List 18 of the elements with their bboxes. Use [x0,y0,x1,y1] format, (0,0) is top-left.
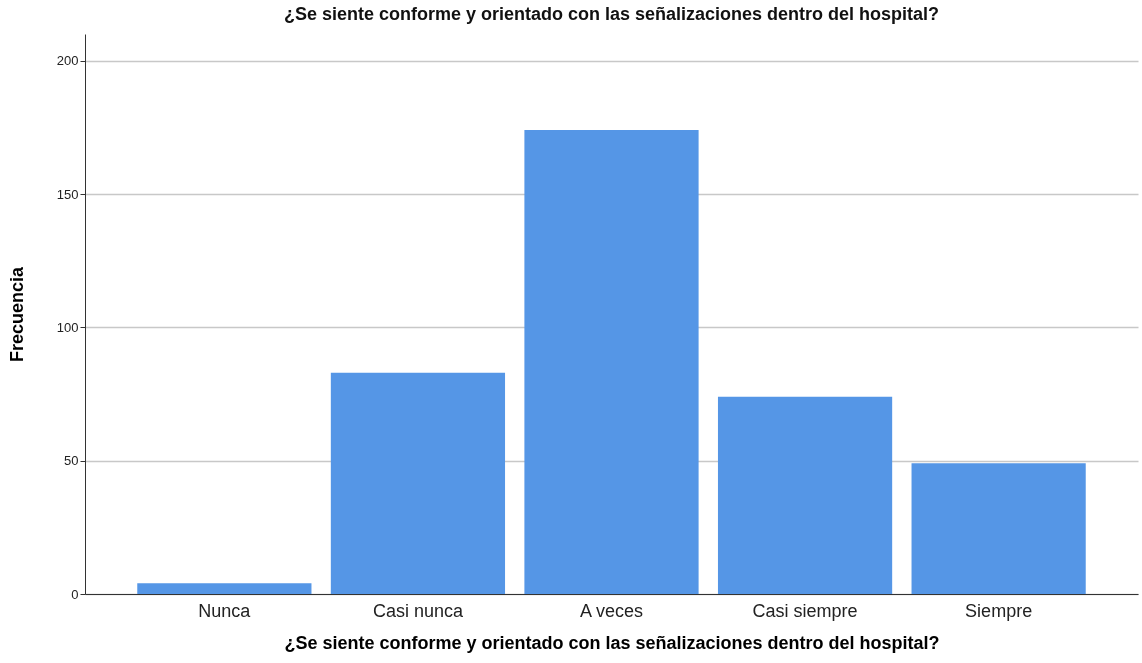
bar [524,130,699,594]
y-axis-title: Frecuencia [6,265,27,363]
y-tick-label: 0 [71,586,79,602]
bar [911,463,1086,594]
y-tick-label: 100 [56,319,79,335]
chart-title: ¿Se siente conforme y orientado con las señalizaciones dentro del hospital? [283,4,940,24]
x-tick-label: Casi nunca [372,600,464,621]
y-tick-label: 50 [64,453,79,469]
y-tick-label: 200 [56,53,79,69]
y-tick-label: 150 [56,186,79,202]
x-tick-label: Casi siempre [752,600,858,621]
x-tick-label: A veces [579,600,644,621]
x-tick-label: Siempre [965,600,1033,621]
x-axis-title: ¿Se siente conforme y orientado con las señalizaciones dentro del hospital? [284,632,940,653]
x-tick-label: Nunca [198,600,252,621]
bar [717,396,893,594]
bar [137,583,312,594]
bar [330,372,506,594]
